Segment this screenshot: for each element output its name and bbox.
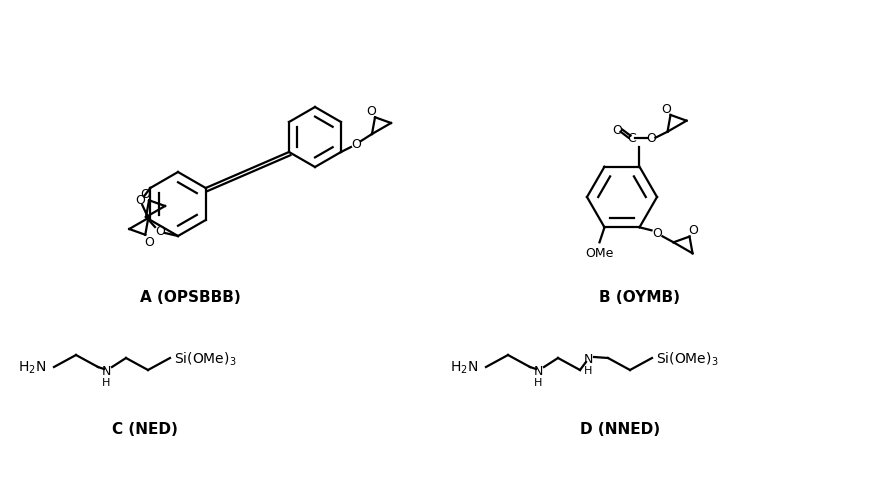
Text: H$_2$N: H$_2$N: [18, 359, 46, 375]
Text: O: O: [350, 138, 361, 151]
Text: O: O: [660, 102, 671, 115]
Text: C: C: [627, 132, 635, 145]
Text: H$_2$N: H$_2$N: [449, 359, 478, 375]
Text: O: O: [366, 105, 375, 118]
Text: N: N: [533, 365, 542, 378]
Text: N: N: [582, 353, 592, 366]
Text: Si(OMe)$_3$: Si(OMe)$_3$: [655, 350, 718, 367]
Text: O: O: [144, 235, 154, 248]
Text: A (OPSBBB): A (OPSBBB): [139, 290, 240, 305]
Text: N: N: [101, 365, 110, 378]
Text: H: H: [534, 377, 541, 387]
Text: OMe: OMe: [585, 246, 613, 260]
Text: O: O: [646, 132, 656, 145]
Text: D (NNED): D (NNED): [580, 422, 660, 437]
Text: O: O: [155, 225, 165, 238]
Text: O: O: [136, 194, 145, 207]
Text: O: O: [652, 226, 661, 239]
Text: B (OYMB): B (OYMB): [599, 290, 680, 305]
Text: O: O: [612, 124, 621, 137]
Text: Si(OMe)$_3$: Si(OMe)$_3$: [174, 350, 236, 367]
Text: O: O: [140, 187, 149, 200]
Text: C (NED): C (NED): [112, 422, 178, 437]
Text: H: H: [102, 377, 110, 387]
Text: O: O: [687, 223, 698, 236]
Text: H: H: [583, 365, 592, 375]
